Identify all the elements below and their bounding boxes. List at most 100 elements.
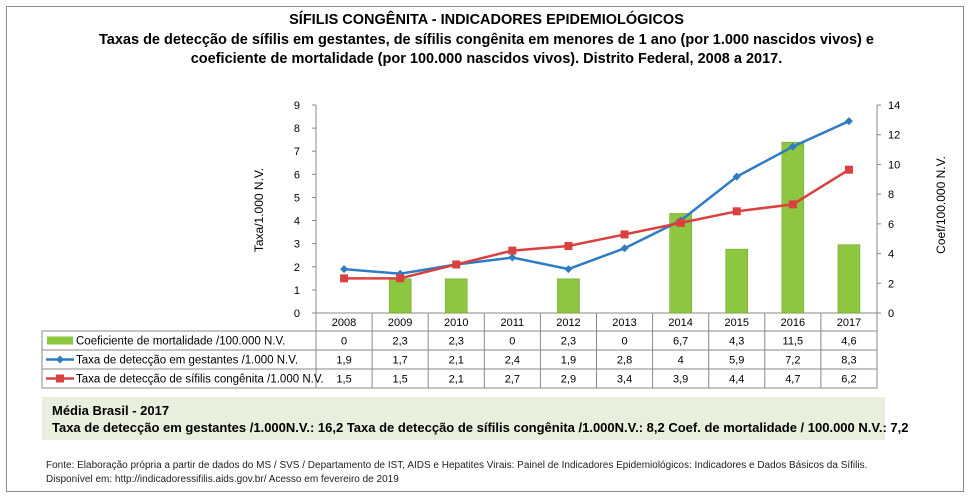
data-label: 7,2 <box>785 355 800 367</box>
data-label: 2,8 <box>617 355 632 367</box>
source-note: Fonte: Elaboração própria a partir de da… <box>46 460 868 471</box>
legend-marker-gestantes <box>56 355 64 364</box>
y-left-tick-label: 9 <box>294 100 300 112</box>
data-label: 0 <box>621 336 627 348</box>
y-right-tick-label: 8 <box>888 189 894 201</box>
marker-gestantes <box>564 265 573 274</box>
y-right-tick-label: 0 <box>888 308 894 320</box>
marker-congenita <box>340 274 349 283</box>
chart-plot: Taxa/1.000 N.V. Coef/100.000 N.V. 012345… <box>41 100 948 389</box>
data-label: 1,5 <box>336 374 351 386</box>
y-left-tick-label: 2 <box>294 262 300 274</box>
line-congenita <box>344 168 850 280</box>
bar-mortalidade <box>445 278 468 314</box>
y-right-tick-label: 10 <box>888 159 900 171</box>
x-tick-label: 2014 <box>668 317 692 329</box>
legend-label: Taxa de detecção de sífilis congênita /1… <box>76 374 324 386</box>
data-label: 0 <box>509 336 515 348</box>
x-tick-label: 2017 <box>837 317 861 329</box>
marker-congenita <box>732 207 741 216</box>
bar-mortalidade <box>781 141 805 314</box>
marker-gestantes <box>788 142 797 151</box>
data-label: 4,3 <box>729 336 744 348</box>
brasil-average-heading: Média Brasil - 2017 <box>52 403 170 418</box>
y-left-tick-label: 1 <box>294 285 300 297</box>
x-tick-label: 2009 <box>388 317 412 329</box>
brasil-average-box: Média Brasil - 2017 Taxa de detecção em … <box>42 397 908 440</box>
data-label: 11,5 <box>783 336 804 348</box>
bar-mortalidade <box>557 278 580 314</box>
marker-congenita <box>508 246 517 255</box>
marker-gestantes <box>732 172 741 181</box>
marker-congenita <box>564 241 573 250</box>
y-left-tick-label: 6 <box>294 169 300 181</box>
marker-gestantes <box>620 244 629 253</box>
x-tick-label: 2011 <box>501 317 525 329</box>
chart-border <box>6 6 964 492</box>
x-tick-label: 2008 <box>332 317 356 329</box>
line-gestantes <box>343 120 850 275</box>
y-axis-left-label: Taxa/1.000 N.V. <box>252 168 266 252</box>
data-label: 2,9 <box>561 374 576 386</box>
chart-subtitle-line1: Taxas de detecção de sífilis em gestante… <box>99 32 874 48</box>
marker-congenita <box>844 165 853 174</box>
data-label: 2,3 <box>449 336 464 348</box>
data-label: 3,9 <box>673 374 688 386</box>
data-label: 2,7 <box>505 374 520 386</box>
data-label: 6,2 <box>841 374 856 386</box>
data-label: 4,4 <box>729 374 744 386</box>
y-left-tick-label: 5 <box>294 192 300 204</box>
legend-swatch-mortalidade <box>47 336 73 345</box>
x-tick-label: 2012 <box>556 317 580 329</box>
chart-subtitle-line2: coeficiente de mortalidade (por 100.000 … <box>190 51 783 67</box>
data-label: 1,7 <box>393 355 408 367</box>
y-right-tick-label: 14 <box>888 100 900 112</box>
bar-mortalidade <box>669 213 692 314</box>
marker-congenita <box>788 200 797 209</box>
marker-congenita <box>452 260 461 269</box>
data-label: 6,7 <box>673 336 688 348</box>
bar-mortalidade <box>388 278 412 314</box>
data-label: 2,1 <box>449 374 464 386</box>
x-tick-label: 2013 <box>612 317 636 329</box>
y-right-tick-label: 2 <box>888 278 894 290</box>
marker-gestantes <box>508 253 517 262</box>
marker-gestantes <box>340 265 349 274</box>
data-label: 1,5 <box>393 374 408 386</box>
marker-congenita <box>676 218 685 227</box>
marker-congenita <box>396 274 405 283</box>
data-label: 5,9 <box>729 355 744 367</box>
legend-label: Coeficiente de mortalidade /100.000 N.V. <box>76 336 285 348</box>
y-left-tick-label: 7 <box>294 146 300 158</box>
data-label: 1,9 <box>561 355 576 367</box>
data-label: 2,1 <box>449 355 464 367</box>
x-tick-label: 2015 <box>725 317 749 329</box>
y-right-tick-label: 6 <box>888 219 894 231</box>
data-label: 1,9 <box>336 355 351 367</box>
chart-title: SÍFILIS CONGÊNITA - INDICADORES EPIDEMIO… <box>289 12 684 28</box>
data-label: 8,3 <box>841 355 856 367</box>
bar-mortalidade <box>725 248 748 314</box>
bar-mortalidade <box>837 244 861 314</box>
data-label: 2,3 <box>393 336 408 348</box>
brasil-average-values: Taxa de detecção em gestantes /1.000N.V.… <box>52 420 909 435</box>
y-axis-right-label: Coef/100.000 N.V. <box>934 156 948 254</box>
data-label: 0 <box>341 336 347 348</box>
legend-marker-congenita <box>56 374 64 383</box>
x-tick-label: 2010 <box>444 317 468 329</box>
marker-gestantes <box>844 117 853 126</box>
y-left-tick-label: 3 <box>294 239 300 251</box>
legend-label: Taxa de detecção em gestantes /1.000 N.V… <box>76 355 298 367</box>
y-left-tick-label: 4 <box>294 216 300 228</box>
y-right-tick-label: 12 <box>888 130 900 142</box>
x-tick-label: 2016 <box>781 317 805 329</box>
marker-congenita <box>620 230 629 239</box>
y-right-tick-label: 4 <box>888 249 894 261</box>
y-left-tick-label: 8 <box>294 123 300 135</box>
data-label: 4,7 <box>785 374 800 386</box>
data-label: 4 <box>678 355 684 367</box>
data-label: 2,4 <box>505 355 520 367</box>
y-left-tick-label: 0 <box>294 308 300 320</box>
data-label: 4,6 <box>841 336 856 348</box>
